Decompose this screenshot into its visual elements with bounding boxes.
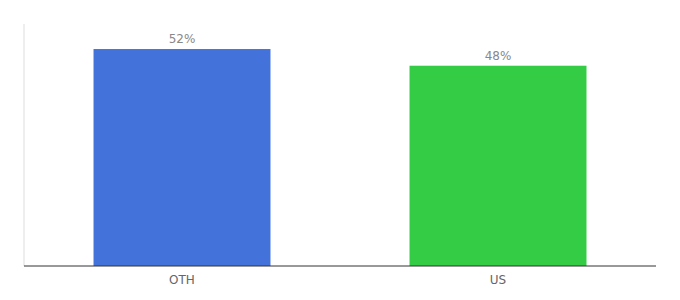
bars (94, 49, 587, 266)
bar (410, 66, 587, 266)
chart-container: 52% 48% OTH US (0, 0, 680, 300)
x-tick-label: OTH (169, 273, 195, 287)
chart-svg: 52% 48% OTH US (0, 0, 680, 300)
bar (94, 49, 271, 266)
x-tick-labels: OTH US (169, 273, 506, 287)
x-tick-label: US (490, 273, 506, 287)
y-axis-line (24, 24, 25, 266)
data-label: 52% (169, 32, 196, 46)
page: {"chart_data": {"type": "bar", "categori… (0, 0, 680, 300)
x-axis-line (24, 266, 656, 267)
data-labels: 52% 48% (169, 32, 512, 63)
data-label: 48% (485, 49, 512, 63)
